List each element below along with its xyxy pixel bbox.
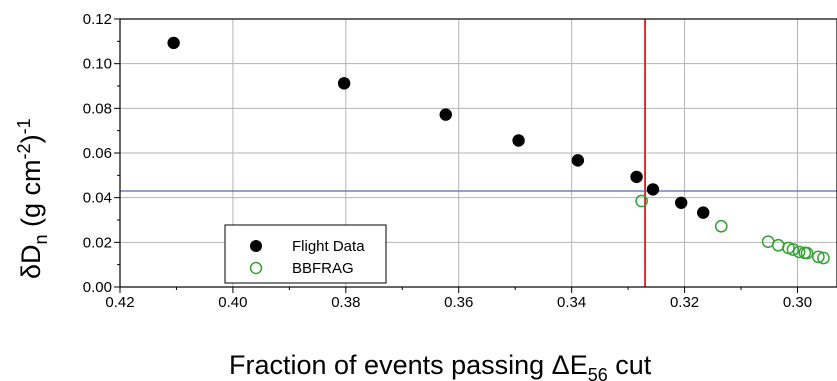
x-tick-label: 0.34 bbox=[557, 294, 586, 311]
y-tick-label: 0.12 bbox=[83, 11, 112, 28]
y-tick-label: 0.04 bbox=[83, 190, 112, 207]
bbfrag-point bbox=[771, 238, 785, 252]
x-tick-label: 0.30 bbox=[783, 294, 812, 311]
bbfrag-point bbox=[812, 250, 825, 264]
x-tick-label: 0.36 bbox=[444, 294, 473, 311]
y-tick-label: 0.08 bbox=[83, 100, 112, 117]
flight-data-point bbox=[439, 108, 452, 121]
x-tick-label: 0.32 bbox=[670, 294, 699, 311]
flight-data-point bbox=[630, 170, 643, 184]
x-axis-title: Fraction of events passing ΔE56 cut bbox=[229, 350, 652, 381]
legend-label-bbfrag: BBFRAG bbox=[292, 260, 354, 277]
legend-box bbox=[224, 224, 387, 284]
flight-data-point bbox=[512, 134, 525, 147]
y-tick-label: 0.00 bbox=[83, 279, 112, 296]
bbfrag-point bbox=[800, 246, 814, 260]
reference-lines bbox=[120, 19, 837, 287]
y-tick-label: 0.10 bbox=[83, 56, 112, 73]
y-tick-label: 0.06 bbox=[83, 145, 112, 162]
flight-data-point bbox=[571, 154, 585, 167]
bbfrag-point bbox=[786, 243, 800, 256]
flight-data-point bbox=[674, 196, 688, 210]
bbfrag-point bbox=[635, 194, 649, 208]
flight-data-point bbox=[696, 206, 710, 219]
x-tick-label: 0.42 bbox=[105, 294, 134, 311]
y-axis-title-subscript: n bbox=[31, 234, 51, 244]
y-axis-title: δDn (g cm-2)-1 bbox=[14, 118, 51, 279]
legend-label-flight-data: Flight Data bbox=[292, 238, 365, 255]
bbfrag-point bbox=[817, 251, 830, 265]
y-tick-label: 0.02 bbox=[83, 234, 112, 251]
flight-data-point bbox=[167, 36, 180, 50]
axis-ticks: 0.42 0.40 0.38 0.36 0.34 0.32 0.30 0.00 0.02 0.04… bbox=[83, 11, 812, 311]
legend: Flight Data BBFRAG bbox=[224, 224, 387, 284]
y-axis-title-superscript: -2 bbox=[14, 143, 34, 159]
legend-marker-flight-data bbox=[250, 240, 262, 252]
data-points bbox=[167, 36, 830, 265]
flight-data-point bbox=[646, 183, 660, 196]
x-tick-label: 0.40 bbox=[218, 294, 247, 311]
legend-marker-bbfrag bbox=[249, 261, 263, 275]
x-axis-title-subscript: 56 bbox=[588, 365, 608, 381]
bbfrag-point bbox=[792, 245, 806, 259]
x-tick-label: 0.38 bbox=[331, 294, 360, 311]
flight-data-point bbox=[337, 77, 351, 90]
bbfrag-point bbox=[714, 219, 728, 233]
